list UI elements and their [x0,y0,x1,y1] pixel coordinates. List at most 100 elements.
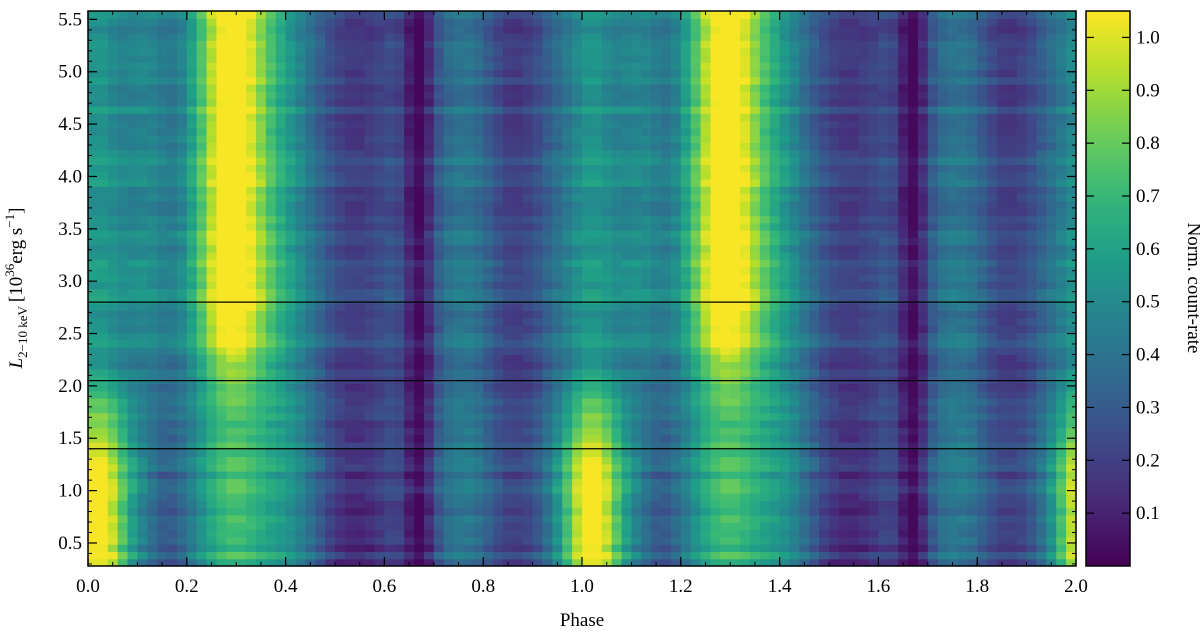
heatmap-cell [147,259,157,267]
heatmap-cell [365,435,375,443]
heatmap-cell [730,223,740,231]
heatmap-cell [948,281,958,289]
heatmap-cell [898,522,908,530]
heatmap-cell [444,318,454,326]
heatmap-cell [1017,340,1027,348]
heatmap-cell [928,420,938,428]
heatmap-cell [1017,537,1027,545]
heatmap-cell [770,362,780,370]
heatmap-cell [404,208,414,216]
heatmap-cell [878,420,888,428]
heatmap-cell [404,325,414,333]
heatmap-cell [651,471,661,479]
heatmap-cell [908,281,918,289]
heatmap-cell [118,274,128,282]
heatmap-cell [315,259,325,267]
heatmap-cell [602,303,612,311]
heatmap-cell [414,449,424,457]
heatmap-cell [197,383,207,391]
heatmap-cell [878,500,888,508]
heatmap-cell [513,310,523,318]
heatmap-cell [750,544,760,552]
heatmap-cell [1056,252,1066,260]
heatmap-cell [533,464,543,472]
heatmap-cell [266,347,276,355]
heatmap-cell [908,544,918,552]
heatmap-cell [454,325,464,333]
heatmap-cell [661,259,671,267]
heatmap-cell [414,245,424,253]
heatmap-cell [473,420,483,428]
heatmap-cell [878,413,888,421]
heatmap-cell [137,274,147,282]
heatmap-cell [661,515,671,523]
heatmap-cell [266,245,276,253]
heatmap-cell [918,201,928,209]
heatmap-cell [513,325,523,333]
heatmap-cell [295,544,305,552]
heatmap-cell [503,508,513,516]
heatmap-cell [335,274,345,282]
heatmap-cell [276,340,286,348]
heatmap-cell [651,435,661,443]
heatmap-cell [463,456,473,464]
heatmap-cell [562,529,572,537]
heatmap-cell [246,464,256,472]
heatmap-cell [108,332,118,340]
heatmap-cell [780,478,790,486]
heatmap-cell [572,486,582,494]
heatmap-cell [829,449,839,457]
heatmap-cell [375,303,385,311]
heatmap-cell [355,310,365,318]
heatmap-cell [533,354,543,362]
heatmap-cell [799,471,809,479]
heatmap-cell [997,537,1007,545]
heatmap-cell [839,223,849,231]
heatmap-cell [513,537,523,545]
heatmap-cell [1017,347,1027,355]
heatmap-cell [414,325,424,333]
heatmap-cell [552,201,562,209]
heatmap-cell [770,413,780,421]
heatmap-cell [513,464,523,472]
heatmap-cell [1066,383,1076,391]
heatmap-cell [622,325,632,333]
heatmap-cell [137,508,147,516]
heatmap-cell [888,435,898,443]
heatmap-cell [236,544,246,552]
heatmap-cell [483,281,493,289]
heatmap-cell [276,471,286,479]
heatmap-cell [513,435,523,443]
heatmap-cell [602,274,612,282]
heatmap-cell [977,281,987,289]
heatmap-cell [118,303,128,311]
heatmap-cell [987,529,997,537]
heatmap-cell [849,383,859,391]
heatmap-cell [710,245,720,253]
heatmap-cell [207,413,217,421]
heatmap-cell [780,369,790,377]
heatmap-cell [473,478,483,486]
heatmap-cell [473,522,483,530]
heatmap-cell [315,435,325,443]
heatmap-cell [1056,551,1066,559]
heatmap-cell [740,522,750,530]
heatmap-cell [701,413,711,421]
heatmap-cell [819,391,829,399]
heatmap-cell [1046,493,1056,501]
heatmap-cell [355,449,365,457]
heatmap-cell [295,259,305,267]
heatmap-cell [454,267,464,275]
heatmap-cell [770,537,780,545]
heatmap-cell [305,500,315,508]
heatmap-cell [542,391,552,399]
heatmap-cell [1046,259,1056,267]
heatmap-cell [98,398,108,406]
heatmap-cell [503,362,513,370]
heatmap-cell [1017,303,1027,311]
heatmap-cell [760,230,770,238]
heatmap-cell [602,508,612,516]
heatmap-cell [750,362,760,370]
heatmap-cell [819,340,829,348]
heatmap-cell [375,340,385,348]
